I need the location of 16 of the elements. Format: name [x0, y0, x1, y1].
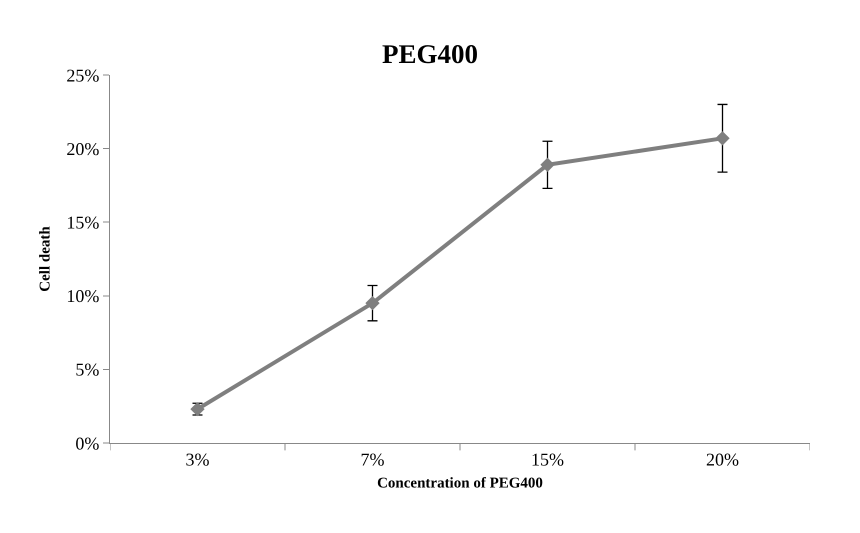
y-tick-label: 25% [66, 65, 100, 86]
y-tick-label: 10% [66, 286, 100, 306]
y-tick-label: 15% [66, 212, 100, 232]
point [715, 131, 730, 146]
y-tick-label: 0% [75, 433, 100, 454]
point [540, 158, 555, 172]
y-tick-label: 5% [75, 360, 100, 380]
x-tick-label: 15% [531, 450, 564, 470]
x-tick-label: 20% [706, 450, 739, 470]
x-tick-label: 7% [360, 450, 384, 470]
x-tick-label: 3% [186, 450, 210, 470]
y-tick-label: 20% [66, 138, 100, 159]
y-axis-title: Cell death [38, 226, 54, 292]
x-axis-title: Concentration of PEG400 [377, 476, 543, 492]
point [365, 296, 380, 310]
chart-title: PEG400 [382, 38, 478, 69]
